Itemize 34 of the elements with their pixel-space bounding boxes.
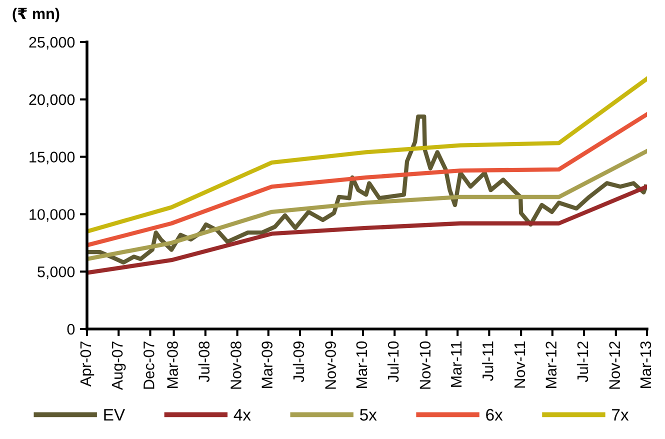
x-tick-label: Aug-07 [112,342,126,390]
x-tick-label: Nov-11 [514,342,526,388]
x-tick-label: Mar-10 [356,341,368,388]
line-series [87,148,647,262]
y-tick-label: 0 [67,324,75,335]
x-tick-label: Jul-12 [576,342,588,382]
x-tick-label: Nov-10 [420,341,431,389]
x-tick-label: Jul-08 [198,341,210,382]
y-tick-label: 20,000 [29,94,75,107]
x-tick-label: Dec-07 [144,342,154,389]
line-series [87,76,647,234]
x-tick-label: Mar-08 [167,341,178,388]
x-tick-label: Jul-10 [387,341,399,382]
x-tick-label: Jul-11 [482,342,494,382]
x-tick-label: Mar-12 [546,342,557,388]
x-tick-label: Mar-13 [640,341,652,388]
line-series [87,184,647,275]
legend-label: 7x [612,409,629,421]
legend-label: 5x [360,409,377,421]
x-tick-label: Nov-12 [609,342,620,389]
x-tick-label: Jul-09 [292,342,304,382]
x-tick-label: Nov-08 [230,341,242,389]
y-tick-label: 15,000 [30,152,75,164]
x-tick-label: Nov-09 [325,342,336,389]
legend-label: 4x [234,409,251,421]
legend-label: 6x [486,408,503,421]
x-tick-label: Mar-11 [451,342,462,387]
y-tick-label: 25,000 [29,36,75,50]
legend-label: EV [104,409,126,421]
y-tick-label: 10,000 [30,209,75,222]
y-tick-label: 5,000 [38,266,75,280]
x-tick-label: Mar-09 [262,342,272,388]
x-tick-label: Apr-07 [80,342,94,387]
y-axis-title: (₹ mn) [12,8,60,22]
